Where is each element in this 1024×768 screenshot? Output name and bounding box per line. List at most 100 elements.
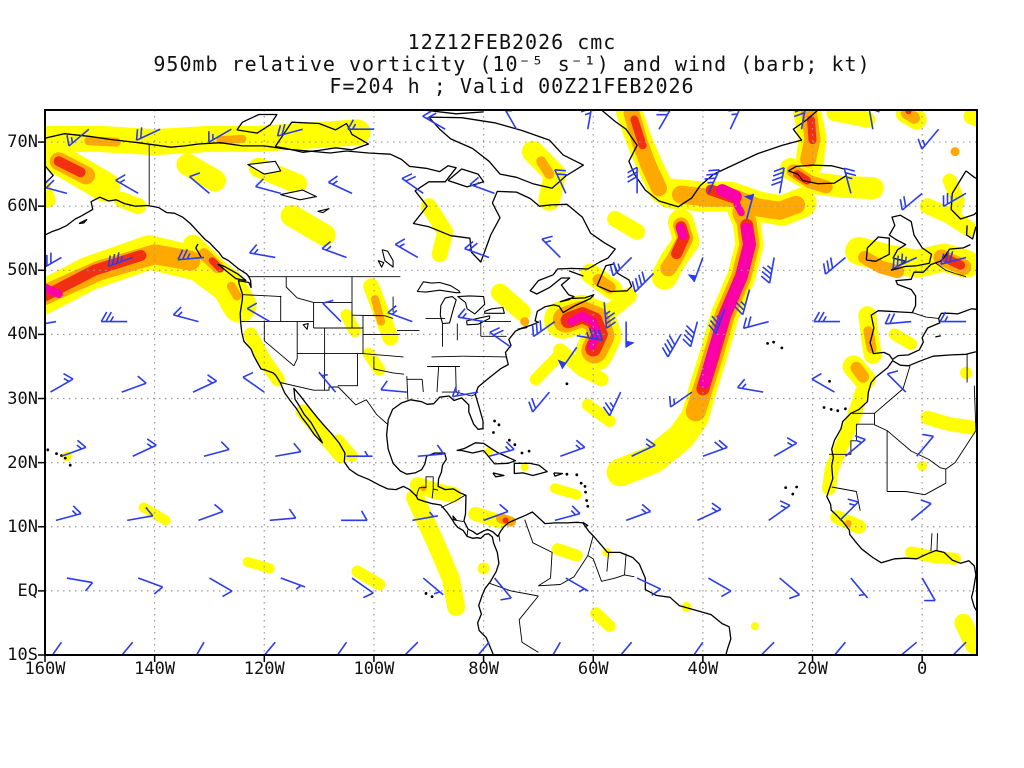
wind-barb	[850, 577, 869, 599]
wind-barb	[822, 256, 846, 275]
lon-tick-label: 40W	[687, 659, 719, 679]
small-island-dot	[791, 492, 795, 496]
wind-barb	[51, 641, 63, 655]
chart-title-valid-time: F=204 h ; Valid 00Z21FEB2026	[329, 74, 695, 98]
wind-barb	[892, 253, 918, 270]
wind-barb	[417, 444, 445, 458]
small-island-dot	[497, 423, 501, 427]
wind-barb	[483, 503, 509, 522]
wind-barb	[661, 334, 682, 358]
wind-barb	[760, 641, 775, 655]
vorticity-band	[919, 198, 977, 237]
small-island-dot	[507, 438, 511, 442]
political-border	[297, 353, 404, 358]
vorticity-band	[176, 153, 226, 192]
wind-barb	[813, 311, 840, 323]
wind-barb	[61, 439, 87, 457]
political-border	[874, 424, 888, 492]
wind-barb-layer	[45, 110, 967, 655]
wind-barb	[839, 498, 859, 521]
political-border	[466, 529, 469, 537]
vorticity-band	[920, 410, 977, 435]
wind-barb	[692, 641, 704, 655]
wind-barb	[916, 433, 935, 457]
wind-barb	[422, 110, 446, 130]
coastline	[45, 196, 500, 655]
wind-barb	[565, 577, 589, 593]
small-island-dot	[780, 346, 784, 350]
vorticity-blob	[502, 517, 509, 524]
coastline	[217, 263, 247, 282]
small-island-dot	[55, 452, 58, 456]
vorticity-band	[113, 191, 147, 215]
small-island-dot	[493, 419, 496, 423]
vorticity-band	[954, 613, 977, 655]
wind-barb	[318, 371, 337, 393]
political-border	[436, 366, 440, 393]
coastline	[236, 113, 278, 134]
political-border	[945, 385, 977, 470]
wind-barb	[107, 252, 133, 268]
coastline	[869, 244, 977, 361]
political-border	[538, 555, 635, 587]
wind-barb	[195, 641, 205, 655]
political-border	[935, 262, 967, 278]
wind-barb	[280, 577, 306, 590]
coastline	[865, 236, 890, 262]
wind-barb	[469, 176, 495, 195]
lon-tick-label: 160W	[24, 659, 66, 679]
wind-barb	[246, 302, 271, 323]
vorticity-band	[630, 115, 647, 150]
wind-barb	[627, 166, 638, 194]
vorticity-band	[242, 557, 275, 574]
wind-barb	[412, 511, 439, 522]
lon-tick-label: 0	[917, 659, 928, 679]
small-island-dot	[63, 456, 67, 460]
wind-barb	[702, 439, 728, 457]
lake-outline	[452, 515, 457, 521]
wind-barb	[602, 391, 622, 417]
small-island-dot	[565, 382, 569, 386]
vorticity-blob	[950, 147, 960, 157]
vorticity-band	[581, 398, 616, 427]
lake-outline	[439, 296, 457, 325]
wind-barb	[773, 437, 798, 457]
coastline	[596, 263, 633, 293]
wind-barb	[631, 271, 655, 293]
coastline	[195, 243, 202, 258]
political-border	[431, 488, 434, 499]
vorticity-band	[850, 361, 869, 383]
wind-barb	[50, 372, 74, 393]
lat-tick-label: 30N	[7, 388, 38, 409]
wind-barb	[910, 499, 932, 521]
wind-barb	[771, 166, 785, 194]
political-border	[463, 355, 507, 358]
vorticity-band	[280, 204, 336, 246]
vorticity-band	[590, 607, 616, 633]
wind-barb	[269, 508, 297, 522]
wind-barb	[321, 240, 347, 259]
lake-outline	[317, 208, 330, 214]
political-border	[431, 355, 464, 358]
wind-barb	[625, 321, 635, 348]
coastline	[568, 270, 584, 277]
lat-tick-label: 10S	[7, 645, 38, 665]
wind-barb	[493, 577, 512, 601]
vorticity-band	[340, 309, 361, 338]
small-island-dot	[836, 409, 840, 413]
wind-barb	[609, 256, 633, 277]
vorticity-blob	[917, 460, 928, 471]
wind-barb	[704, 168, 721, 194]
small-island-dot	[822, 406, 826, 409]
vorticity-band	[468, 506, 507, 529]
wind-barb	[541, 235, 561, 259]
wind-barb	[351, 577, 374, 599]
political-border	[441, 494, 467, 508]
wind-barb	[477, 641, 490, 655]
political-border	[242, 294, 282, 298]
small-island-dot	[784, 486, 788, 490]
political-border	[606, 552, 610, 572]
coastline	[456, 442, 517, 465]
political-border	[624, 553, 627, 575]
chart-title-init-time: 12Z12FEB2026 cmc	[407, 30, 617, 54]
